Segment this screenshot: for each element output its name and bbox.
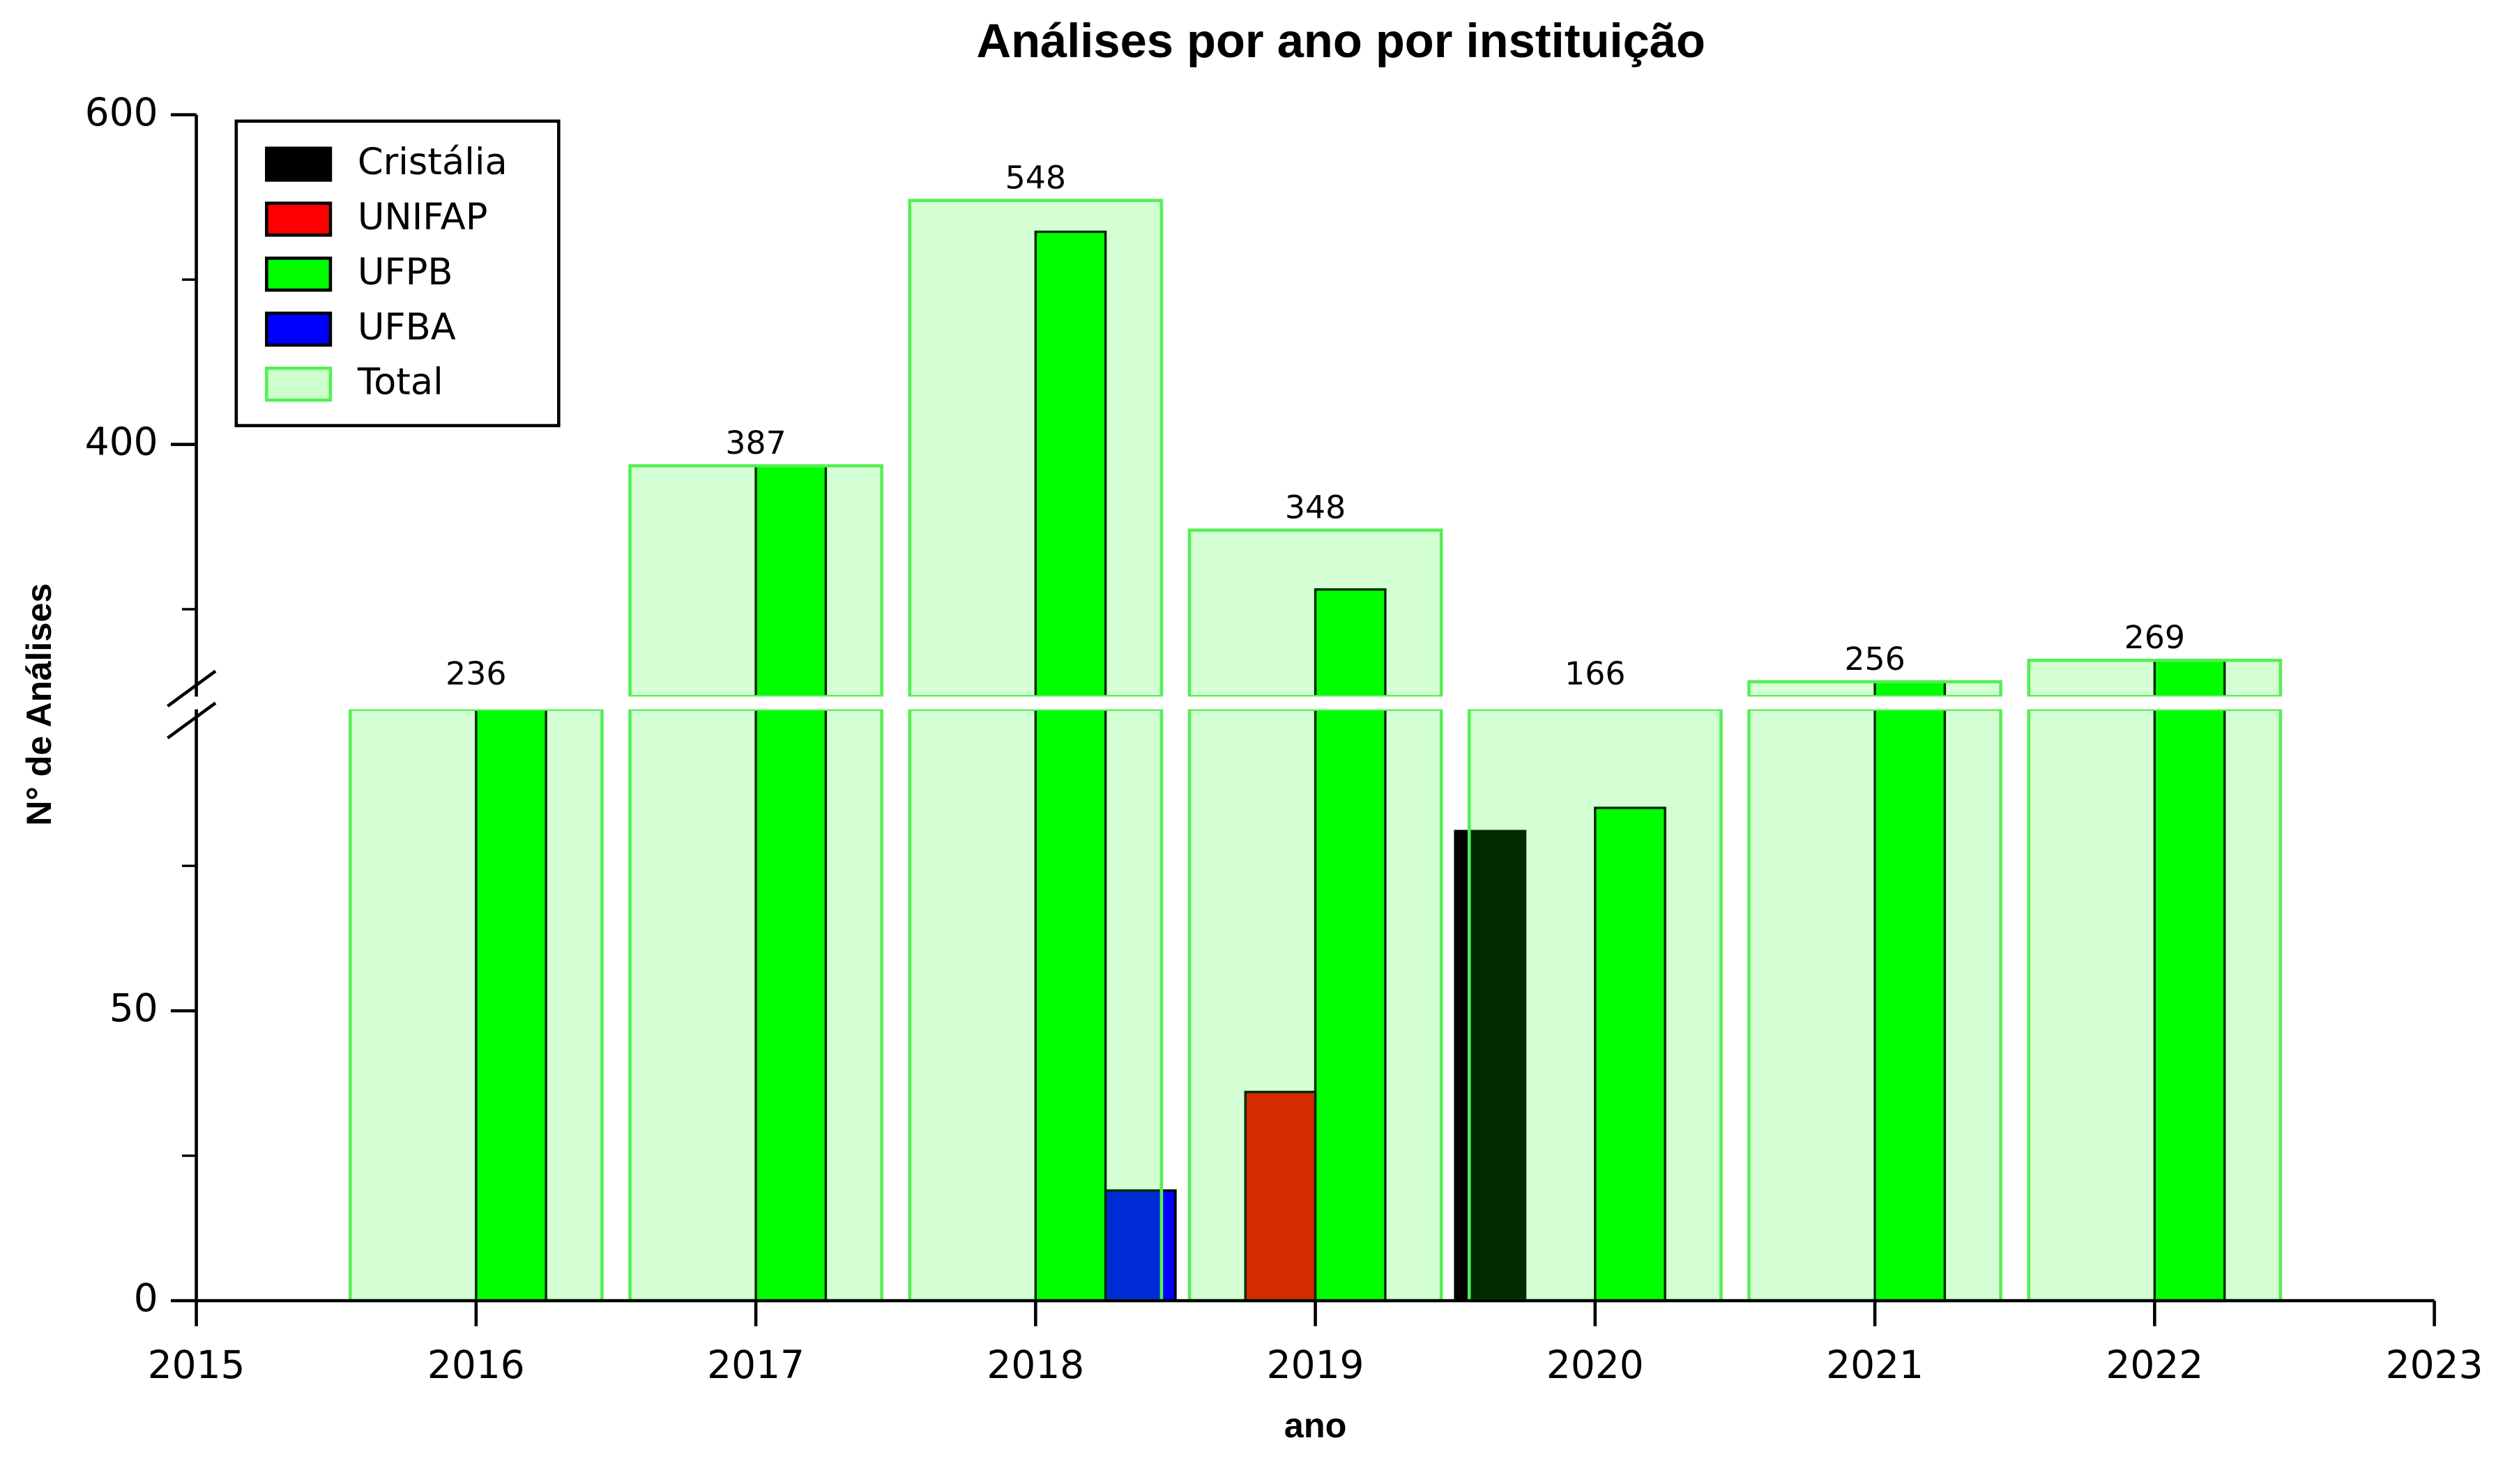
x-axis-label: ano (1284, 1405, 1347, 1445)
total-bar (1187, 528, 1443, 698)
x-tick-label: 2018 (987, 1343, 1084, 1387)
total-bar (1187, 707, 1443, 1303)
bar (475, 707, 547, 1302)
value-label: 236 (446, 655, 506, 692)
legend-label: UNIFAP (358, 196, 488, 238)
legend-label: Total (357, 361, 443, 404)
bar (1314, 707, 1387, 1302)
total-bar (1747, 680, 2002, 698)
y-axis-label: N° de Análises (19, 583, 59, 826)
bar (1034, 707, 1107, 1302)
x-tick-label: 2021 (1826, 1343, 1924, 1387)
legend-swatch (265, 366, 333, 402)
y-tick-label: 0 (134, 1276, 158, 1320)
bar (754, 707, 828, 1302)
x-tick-label: 2022 (2106, 1343, 2203, 1387)
total-bar (2027, 707, 2283, 1303)
total-bar (908, 707, 1164, 1303)
legend: Cristália UNIFAP UFPB UFBA Total (234, 119, 561, 427)
x-tick-label: 2016 (427, 1343, 525, 1387)
total-bar (1747, 707, 2002, 1303)
bar (1454, 829, 1527, 1302)
total-bar (628, 464, 883, 698)
value-label: 166 (1565, 655, 1625, 692)
bar (1873, 707, 1947, 1302)
value-label: 387 (725, 424, 786, 461)
legend-swatch (265, 257, 333, 292)
bar (2153, 707, 2226, 1302)
legend-swatch (265, 201, 333, 237)
axis-break-mark (167, 669, 217, 740)
value-label: 256 (1844, 641, 1905, 678)
value-label: 269 (2124, 619, 2185, 656)
total-bar (1467, 707, 1723, 1303)
legend-swatch (265, 146, 333, 182)
total-bar (349, 707, 604, 1303)
y-tick-label: 50 (109, 986, 158, 1030)
x-tick-label: 2015 (148, 1343, 245, 1387)
total-bar (2027, 659, 2283, 698)
x-tick-label: 2017 (707, 1343, 805, 1387)
legend-label: UFPB (358, 251, 453, 293)
chart-title: Análises por ano por instituição (977, 14, 1705, 68)
x-tick-label: 2023 (2386, 1343, 2483, 1387)
value-label: 348 (1285, 489, 1346, 526)
bar (1594, 806, 1666, 1302)
legend-label: Cristália (358, 141, 508, 183)
plot-area: 236 387 548 348 166 256 269 0 50 400 600 2015 2016 20… (85, 90, 2483, 1387)
y-tick-label: 600 (85, 90, 158, 135)
bar (1104, 1189, 1177, 1302)
total-bar (908, 199, 1164, 698)
legend-swatch (265, 312, 333, 347)
value-label: 548 (1005, 159, 1066, 196)
axis-break-gap (197, 696, 2436, 710)
x-tick-label: 2020 (1546, 1343, 1644, 1387)
legend-label: UFBA (358, 306, 456, 349)
x-tick-label: 2019 (1267, 1343, 1364, 1387)
total-bar (628, 707, 883, 1303)
y-tick-label: 400 (85, 420, 158, 464)
